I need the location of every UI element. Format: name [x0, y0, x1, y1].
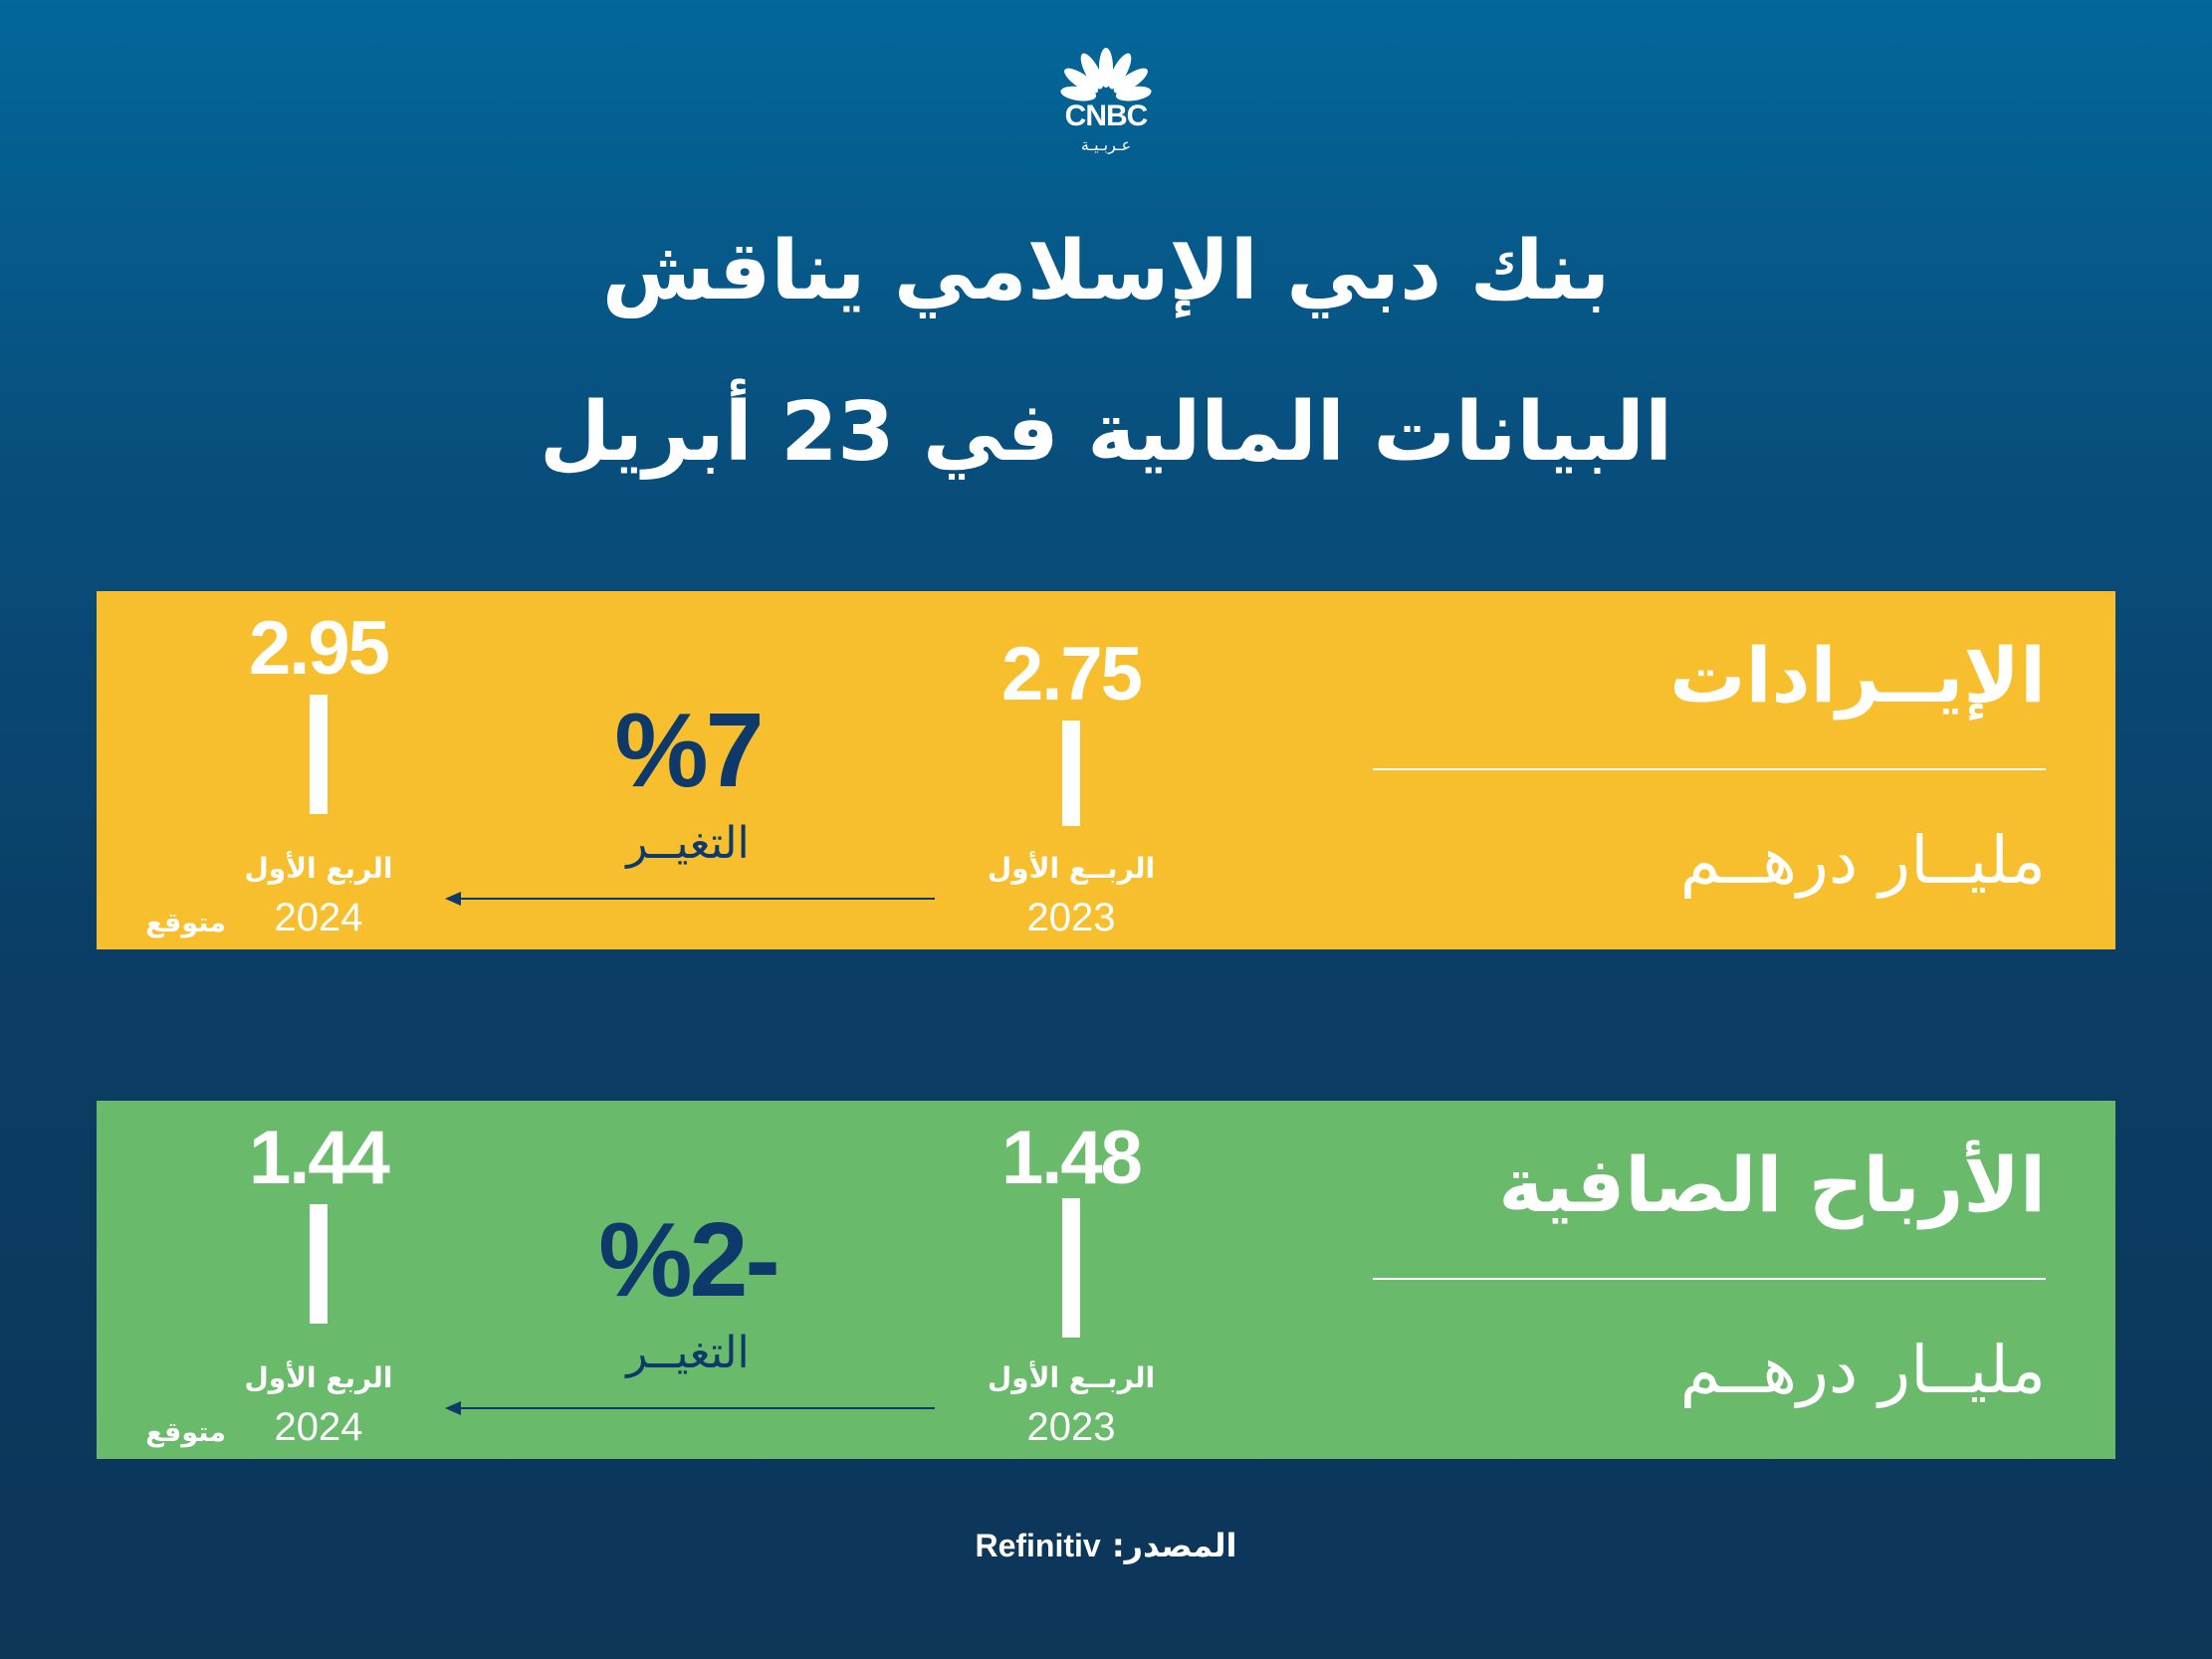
forecast-label: متوقع: [145, 1417, 226, 1448]
metric-title: الأرباح الصافية: [1498, 1141, 2046, 1229]
source-credit: المصدر: Refinitiv: [0, 1527, 2212, 1564]
metric-unit: مليــار درهــم: [1679, 1332, 2046, 1408]
cnbc-arabia-logo: CNBC عـربـيـة: [1046, 46, 1166, 161]
period-label-2023: الربــع الأول: [987, 852, 1156, 885]
value-2023: 1.48: [1001, 1116, 1143, 1200]
year-2024: 2024: [274, 896, 363, 939]
period-label-2024: الربع الأول: [244, 852, 393, 885]
logo-brand-text: CNBC: [1064, 100, 1149, 132]
metric-title: الإيــرادات: [1669, 631, 2046, 720]
source-value: Refinitiv: [975, 1528, 1101, 1563]
net-profit-panel: الأرباح الصافية مليــار درهــم 1.48 الرب…: [97, 1101, 2115, 1459]
change-label: التغيــر: [626, 1328, 750, 1378]
revenue-panel: الإيــرادات مليــار درهــم 2.75 الربــع …: [97, 591, 2115, 949]
headline-line-1: بنك دبي الإسلامي يناقش: [601, 224, 1611, 318]
change-label: التغيــر: [626, 818, 750, 869]
value-bar-2023: [1062, 721, 1080, 826]
value-bar-2023: [1062, 1198, 1080, 1338]
change-value: %2-: [598, 1201, 780, 1319]
value-2023: 2.75: [1001, 632, 1143, 717]
forecast-label: متوقع: [145, 908, 226, 938]
change-value: %7: [614, 692, 764, 809]
period-label-2024: الربع الأول: [244, 1361, 393, 1394]
metric-unit: مليــار درهــم: [1679, 822, 2046, 899]
left-arrow-icon: [445, 1401, 935, 1415]
value-2024: 2.95: [249, 606, 390, 691]
value-2024: 1.44: [249, 1116, 390, 1200]
value-bar-2024: [310, 1204, 328, 1324]
left-arrow-icon: [445, 892, 935, 906]
value-bar-2024: [310, 695, 328, 814]
headline-line-2: البيانات المالية في 23 أبريل: [539, 385, 1673, 480]
year-2024: 2024: [274, 1405, 363, 1449]
period-label-2023: الربــع الأول: [987, 1361, 1156, 1394]
source-label: المصدر:: [1111, 1527, 1237, 1564]
peacock-icon: [1060, 48, 1152, 102]
divider: [1373, 1278, 2046, 1280]
divider: [1373, 768, 2046, 770]
year-2023: 2023: [1026, 1405, 1116, 1449]
year-2023: 2023: [1026, 896, 1116, 939]
logo-sub-text: عـربـيـة: [1080, 135, 1132, 154]
